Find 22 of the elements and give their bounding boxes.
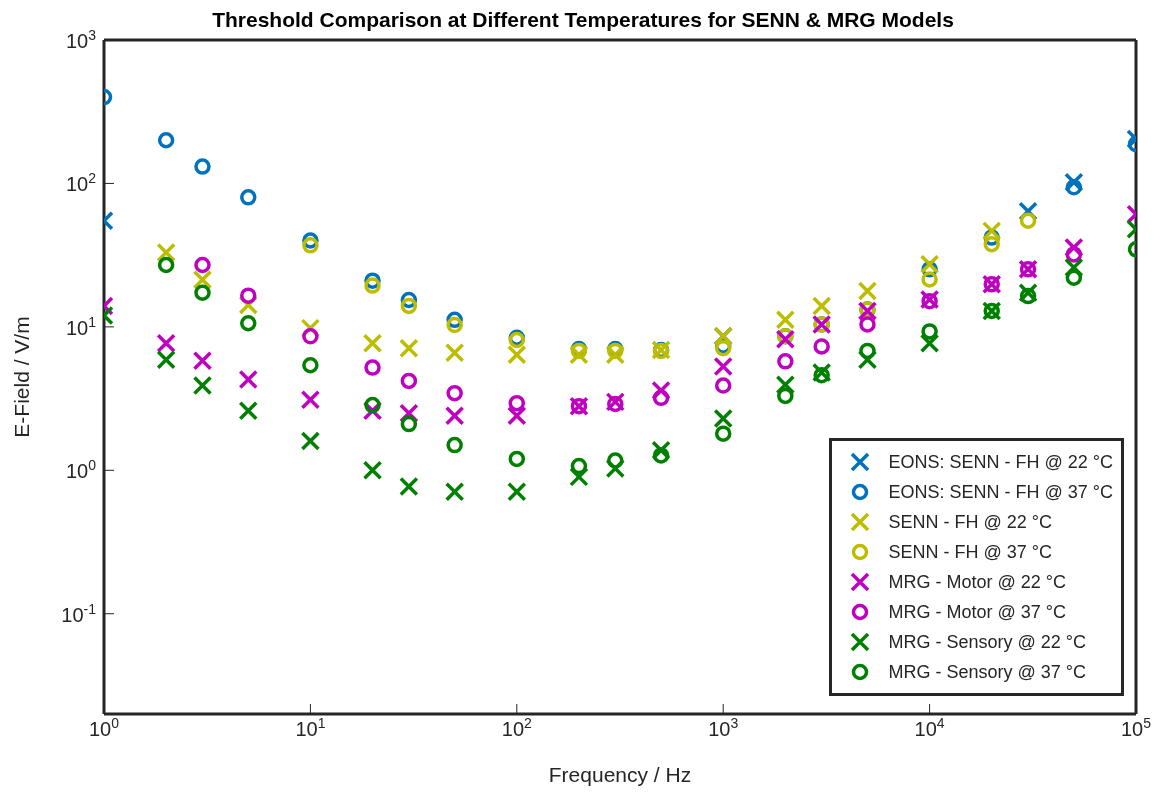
legend-label: EONS: SENN - FH @ 37 °C <box>888 481 1113 503</box>
legend-label: MRG - Sensory @ 37 °C <box>888 661 1087 683</box>
x-axis-title: Frequency / Hz <box>548 763 692 786</box>
legend-label: SENN - FH @ 22 °C <box>888 511 1052 533</box>
x-tick-label: 10$^{2}$ <box>501 715 533 740</box>
y-tick-label: 10$^{3}$ <box>65 27 97 52</box>
y-axis-title: E-Field / V/m <box>10 316 34 438</box>
y-tick-label: 10$^{0}$ <box>65 457 97 483</box>
legend-label: EONS: SENN - FH @ 22 °C <box>888 451 1113 473</box>
x-tick-label: 10$^{1}$ <box>295 715 326 740</box>
legend-label: MRG - Sensory @ 22 °C <box>888 631 1087 653</box>
x-tick-label: 10$^{5}$ <box>1120 715 1152 740</box>
y-tick-label: 10$^{1}$ <box>65 313 97 339</box>
legend-label: MRG - Motor @ 37 °C <box>888 601 1066 623</box>
chart-title: Threshold Comparison at Different Temperatures for SENN & MRG Models <box>212 8 954 31</box>
x-tick-label: 10$^{3}$ <box>708 715 739 740</box>
legend-label: SENN - FH @ 37 °C <box>888 541 1052 563</box>
y-tick-label: 10$^{-1}$ <box>61 600 97 626</box>
legend-label: MRG - Motor @ 22 °C <box>888 571 1066 593</box>
x-tick-label: 10$^{0}$ <box>88 715 120 740</box>
x-tick-label: 10$^{4}$ <box>914 715 945 740</box>
y-tick-label: 10$^{2}$ <box>65 170 97 196</box>
